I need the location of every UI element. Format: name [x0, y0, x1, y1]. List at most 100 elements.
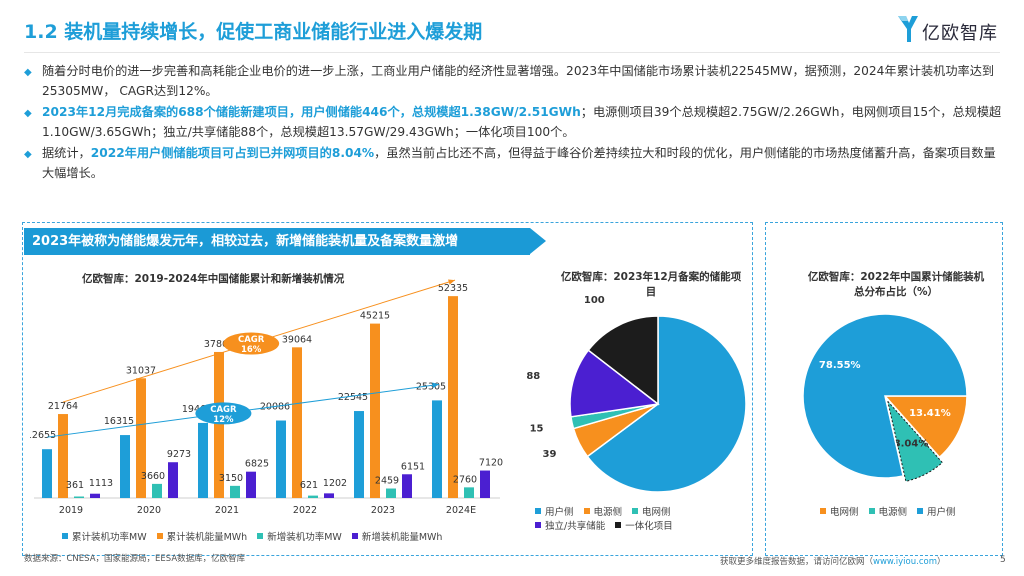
cagr-badge-power [195, 402, 252, 425]
bar-3-3 [324, 493, 334, 498]
bar-2-2 [230, 485, 240, 498]
bar-legend-item: 累计装机功率MW [62, 529, 147, 543]
legend-swatch [257, 533, 264, 539]
header-divider [24, 52, 1000, 53]
pie1-legend-item: 一体化项目 [615, 518, 673, 532]
legend-swatch [535, 508, 541, 514]
cagr-badge-energy [223, 332, 280, 355]
cagr-badge-power-label: CAGR [210, 405, 237, 415]
legend-label: 新增装机功率MW [267, 532, 342, 543]
bar-0-2 [198, 422, 208, 498]
bar-value-label: 20086 [260, 402, 290, 413]
pie1-title-text: 亿欧智库：2023年12月备案的储能项目 [560, 271, 742, 298]
bar-value-label: 2760 [453, 474, 477, 485]
pie1-legend: 用户侧 电源侧 电网侧 独立/共享储能 一体化项目 [535, 504, 745, 532]
bar-value-label: 361 [66, 480, 84, 491]
bar-1-2 [214, 351, 224, 498]
bar-1-3 [292, 347, 302, 498]
legend-swatch [632, 508, 639, 514]
bar-value-label: 22545 [338, 392, 368, 403]
bar-value-label: 19465 [182, 404, 212, 415]
bullet-item: ◆ 2023年12月完成备案的688个储能新建项目，用户侧储能446个，总规模超… [22, 103, 1006, 142]
pie2-slice-2 [802, 313, 968, 479]
logo-mark-icon [898, 16, 918, 42]
bar-value-label: 9273 [167, 449, 191, 460]
pie2-label: 8.04% [894, 439, 929, 450]
brand-logo: 亿欧智库 [896, 14, 1008, 48]
bar-value-label: 16315 [104, 416, 134, 427]
legend-swatch [62, 533, 68, 539]
bar-value-label: 2459 [375, 476, 399, 487]
diamond-icon: ◆ [24, 67, 32, 78]
page-title: 1.2 装机量持续增长，促使工商业储能行业进入爆发期 [24, 21, 483, 43]
legend-swatch [868, 508, 875, 514]
pie2-title: 亿欧智库：2022年中国累计储能装机总分布占比（%） [807, 271, 985, 298]
legend-swatch [156, 533, 163, 539]
pie1-label: 15 [530, 423, 544, 434]
legend-swatch [351, 533, 358, 539]
pie1-title: 亿欧智库：2023年12月备案的储能项目 [556, 270, 746, 300]
bar-1-4 [370, 323, 380, 498]
pie1-label: 39 [543, 449, 557, 460]
bullet-text: ；电源侧项目39个总规模超2.75GW/2.26GWh，电网侧项目15个，总规模… [42, 105, 1002, 139]
bar-2-4 [386, 488, 396, 498]
pie-chart-projects: 446391588100 [526, 296, 747, 493]
bar-chart-legend: 累计装机功率MW 累计装机能量MWh 新增装机功率MW 新增装机能量MWh [62, 529, 452, 543]
bar-1-5 [448, 296, 458, 498]
footer-more: 获取更多维度报告数据，请访问亿欧网（www.iyiou.com） [720, 555, 946, 567]
bar-value-label: 39064 [282, 334, 312, 345]
bar-3-4 [402, 474, 412, 498]
bullet-highlight: 2022年用户侧储能项目可占到已并网项目的8.04% [90, 146, 375, 160]
bar-0-4 [354, 411, 364, 498]
legend-label: 累计装机能量MWh [166, 532, 248, 543]
bar-value-label: 21764 [48, 401, 78, 412]
legend-label: 新增装机能量MWh [361, 532, 443, 543]
bar-value-label: 621 [300, 480, 318, 491]
bar-value-label: 25305 [416, 381, 446, 392]
legend-swatch [917, 508, 924, 514]
bar-value-label: 31037 [126, 365, 156, 376]
bar-legend-item: 新增装机功率MW [257, 529, 342, 543]
bullet-item: ◆ 据统计，2022年用户侧储能项目可占到已并网项目的8.04%，虽然当前占比还… [22, 144, 1006, 183]
left-panel-border [22, 222, 753, 556]
diamond-icon: ◆ [24, 149, 32, 160]
bar-value-label: 12655 [30, 430, 56, 441]
bullet-item: ◆ 随着分时电价的进一步完善和高耗能企业电价的进一步上涨，工商业用户储能的经济性… [22, 62, 1006, 101]
pie1-label: 100 [584, 296, 605, 306]
bullet-text: ，虽然当前占比还不高，但得益于峰谷价差持续拉大和时段的优化，用户侧储能的市场热度… [42, 146, 996, 180]
bar-0-1 [120, 435, 130, 498]
legend-label: 累计装机功率MW [72, 532, 147, 543]
pie1-slice-3 [569, 349, 660, 418]
pie1-legend-item: 用户侧 [535, 504, 574, 518]
pie1-legend-item: 独立/共享储能 [535, 518, 605, 532]
bar-3-5 [480, 470, 490, 498]
bar-2-0 [74, 496, 84, 498]
bar-value-label: 1202 [323, 478, 347, 489]
pie2-legend-item: 电网侧 [820, 504, 859, 518]
bar-0-3 [276, 420, 286, 498]
bar-legend-item: 累计装机能量MWh [156, 529, 248, 543]
x-tick-label: 2019 [59, 505, 83, 516]
pie2-legend-item: 用户侧 [917, 504, 956, 518]
bullet-list: ◆ 随着分时电价的进一步完善和高耗能企业电价的进一步上涨，工商业用户储能的经济性… [22, 62, 1006, 185]
legend-swatch [535, 522, 541, 528]
pie1-slice-4 [587, 315, 659, 406]
cagr-badge-power-value: 12% [213, 415, 234, 425]
logo-text: 亿欧智库 [922, 23, 998, 44]
diamond-icon: ◆ [24, 108, 32, 119]
legend-label: 电网侧 [830, 507, 859, 518]
page-number: 5 [1000, 555, 1006, 565]
bullet-text: 据统计， [42, 146, 91, 160]
cagr-badge-energy-label: CAGR [238, 335, 265, 345]
bar-3-0 [90, 493, 100, 498]
x-tick-label: 2021 [215, 505, 239, 516]
data-source: 数据来源：CNESA，国家能源局，EESA数据库，亿欧智库 [24, 554, 246, 564]
bar-value-label: 45215 [360, 311, 390, 322]
legend-label: 一体化项目 [625, 521, 673, 532]
cagr-badge-energy-value: 16% [241, 345, 262, 355]
website-link[interactable]: www.iyiou.com [873, 557, 937, 567]
pie2-label: 13.41% [909, 408, 951, 419]
section-banner: 2023年被称为储能爆发元年，相较过去，新增储能装机量及备案数量激增 [24, 228, 546, 255]
bar-0-5 [432, 400, 442, 498]
bar-value-label: 3660 [141, 471, 165, 482]
